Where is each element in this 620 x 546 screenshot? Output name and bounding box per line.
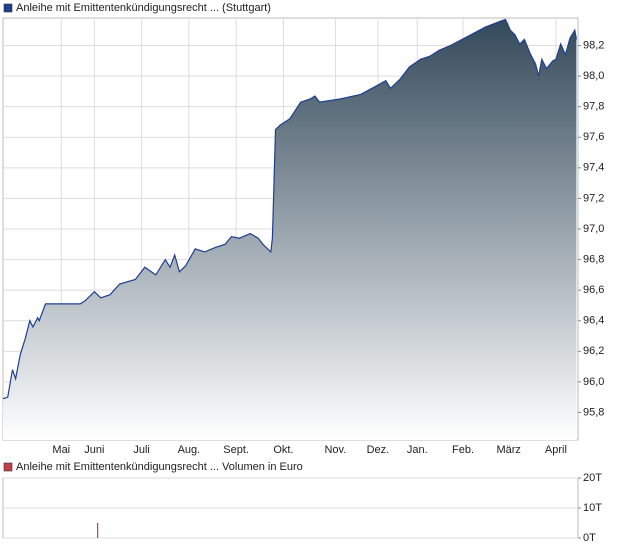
price-line — [2, 18, 577, 400]
x-tick-label: Sept. — [223, 444, 249, 456]
legend-label: Anleihe mit Emittentenkündigungsrecht ..… — [16, 2, 271, 14]
volume-bar — [97, 523, 99, 538]
y-tick-label: 96,8 — [583, 253, 604, 265]
x-tick-label: Nov. — [324, 444, 346, 456]
x-tick-label: April — [545, 444, 567, 456]
x-tick-label: Mai — [52, 444, 70, 456]
x-tick-label: Jan. — [407, 444, 428, 456]
y-tick-label: 97,4 — [583, 162, 604, 174]
y-tick-label: 98,2 — [583, 39, 604, 51]
y-tick-label: 96,6 — [583, 284, 604, 296]
y-tick-label: 97,2 — [583, 192, 604, 204]
x-tick-label: März — [496, 444, 520, 456]
area-fill — [3, 19, 577, 440]
y-tick-label: 96,4 — [583, 315, 604, 327]
x-tick-label: Dez. — [367, 444, 390, 456]
x-tick-label: Okt. — [273, 444, 293, 456]
legend-swatch — [3, 462, 13, 472]
y-tick-label: 95,8 — [583, 406, 604, 418]
y-tick-label: 97,0 — [583, 223, 604, 235]
y-tick-label: 98,0 — [583, 70, 604, 82]
x-tick-label: Aug. — [178, 444, 201, 456]
y-tick-label: 97,8 — [583, 101, 604, 113]
legend-label: Anleihe mit Emittentenkündigungsrecht ..… — [16, 461, 303, 473]
x-tick-label: Juni — [84, 444, 104, 456]
y-tick-label: 96,0 — [583, 376, 604, 388]
x-tick-label: Juli — [133, 444, 150, 456]
y-tick-label: 0T — [583, 532, 596, 544]
y-tick-label: 96,2 — [583, 345, 604, 357]
x-tick-label: Feb. — [452, 444, 474, 456]
y-tick-label: 10T — [583, 502, 602, 514]
y-tick-label: 20T — [583, 472, 602, 484]
legend-swatch — [3, 3, 13, 13]
y-tick-label: 97,6 — [583, 131, 604, 143]
